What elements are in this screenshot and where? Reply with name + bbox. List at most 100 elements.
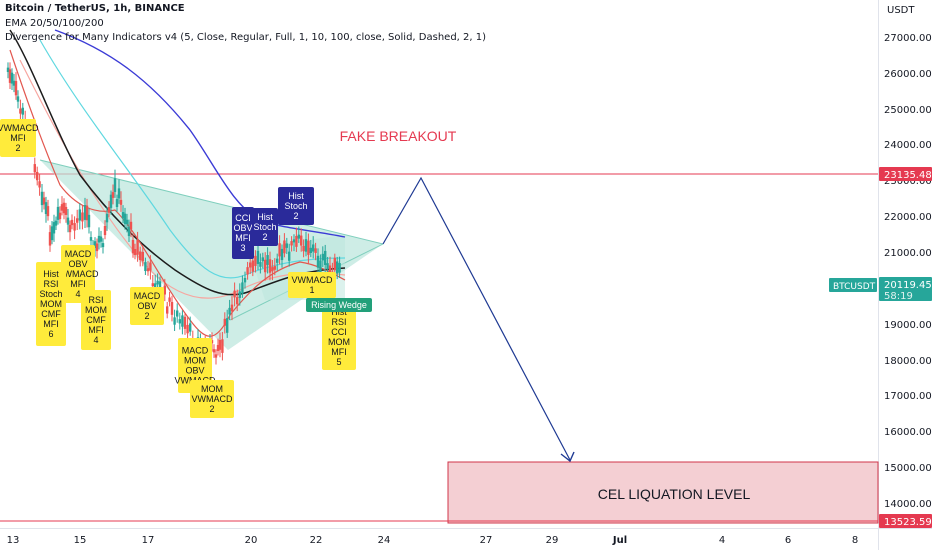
current-symbol-tag: BTCUSDT [829,278,877,292]
candle-body [254,255,257,266]
divergence-label-text: MFI [235,233,251,243]
candle-body [218,340,222,350]
divergence-label-box [61,245,95,303]
candle-body [14,81,18,96]
candle-body [16,96,20,102]
divergence-label-text: Stoch [284,201,307,211]
candle-body [85,205,89,221]
liquidation-price-tag: 13523.59 [879,514,932,528]
candle-body [97,235,101,243]
axis-currency: USDT [887,5,915,16]
divergence-label-text: 2 [209,404,214,414]
candle-body [81,212,84,222]
divergence-label-box [288,272,336,298]
candle-body [68,224,72,233]
candle-body [19,108,22,114]
divergence-label-text: MACD [134,291,161,301]
candle-body [136,239,139,255]
candle-body [173,317,176,325]
date-tick-label: 29 [546,535,559,546]
candle-body [44,202,48,215]
divergence-label-text: CMF [86,315,106,325]
candle-body [103,225,107,236]
candle-body [302,245,305,252]
divergence-label-text: MFI [70,279,86,289]
candle-body [243,277,247,283]
divergence-label-text: VWMACD [192,394,233,404]
candle-body [249,262,252,268]
price-tick-label: 19000.00 [884,320,932,331]
divergence-label-text: MOM [201,384,223,394]
candle-body [216,344,220,352]
ema-short-line [9,49,346,337]
date-axis: 13 15 17 20 22 24 27 29 Jul 4 6 8 [7,535,859,546]
divergence-label-text: 2 [293,211,298,221]
candle-body [176,310,179,317]
candle-body [266,255,269,265]
candle-body [283,240,286,254]
divergence-label-text: RSI [88,295,103,305]
candle-body [336,261,339,274]
candle-body [115,199,119,208]
candle-body [151,283,154,287]
date-tick-label: 4 [719,535,725,546]
indicator-ema[interactable]: EMA 20/50/100/200 [5,18,104,29]
divergence-label: HistRSICCIMOMMFI5 [322,304,356,370]
candle-body [300,235,303,246]
candle-body [241,282,244,294]
candle-body [292,239,296,243]
date-tick-label: Jul [612,535,627,546]
divergence-label-text: RSI [43,279,58,289]
candle-body [113,178,117,192]
candle-body [309,247,312,253]
candle-body [144,262,147,272]
candle-body [64,206,68,215]
divergence-label-text: RSI [331,317,346,327]
divergence-label-box [322,304,356,370]
candle-body [149,262,152,271]
candle-body [256,250,260,264]
candle-body [324,250,327,266]
candle-body [70,219,74,226]
candle-body [304,239,308,252]
candle-body [76,218,79,223]
candle-body [133,249,137,255]
divergence-label-text: Hist [43,269,59,279]
candle-body [297,234,300,239]
ema-20-line [9,29,346,296]
divergence-label-text: MACD [182,346,209,356]
divergence-label-text: VWMACD [58,269,99,279]
price-tick-label: 18000.00 [884,356,932,367]
candle-body [226,318,229,333]
divergence-label-box [36,262,66,346]
projection-arrowhead [560,451,575,463]
candle-body [131,239,135,254]
candle-body [12,80,16,86]
candle-body [62,202,66,214]
price-tick-label: 14000.00 [884,499,932,510]
price-tick-label: 23000.00 [884,176,932,187]
chart-symbol-title[interactable]: Bitcoin / TetherUS, 1h, BINANCE [5,3,185,14]
divergence-label-text: 2 [144,311,149,321]
divergence-label-text: MOM [40,299,62,309]
divergence-label-text: 4 [75,289,80,299]
candle-body [125,219,129,225]
candle-body [54,220,58,226]
candle-body [321,253,324,261]
price-tick-label: 17000.00 [884,391,932,402]
candle-body [278,243,281,257]
candle-body [117,188,121,199]
divergence-label-text: 6 [48,329,53,339]
projection-path [382,176,571,461]
candle-body [316,255,320,268]
divergence-label-text: MOM [184,356,206,366]
indicator-divergence[interactable]: Divergence for Many Indicators v4 (5, Cl… [5,32,487,43]
candle-body [288,251,291,261]
divergence-label-box [178,338,212,393]
candle-body [221,339,224,353]
candle-body [99,236,103,242]
candle-body [40,191,44,206]
